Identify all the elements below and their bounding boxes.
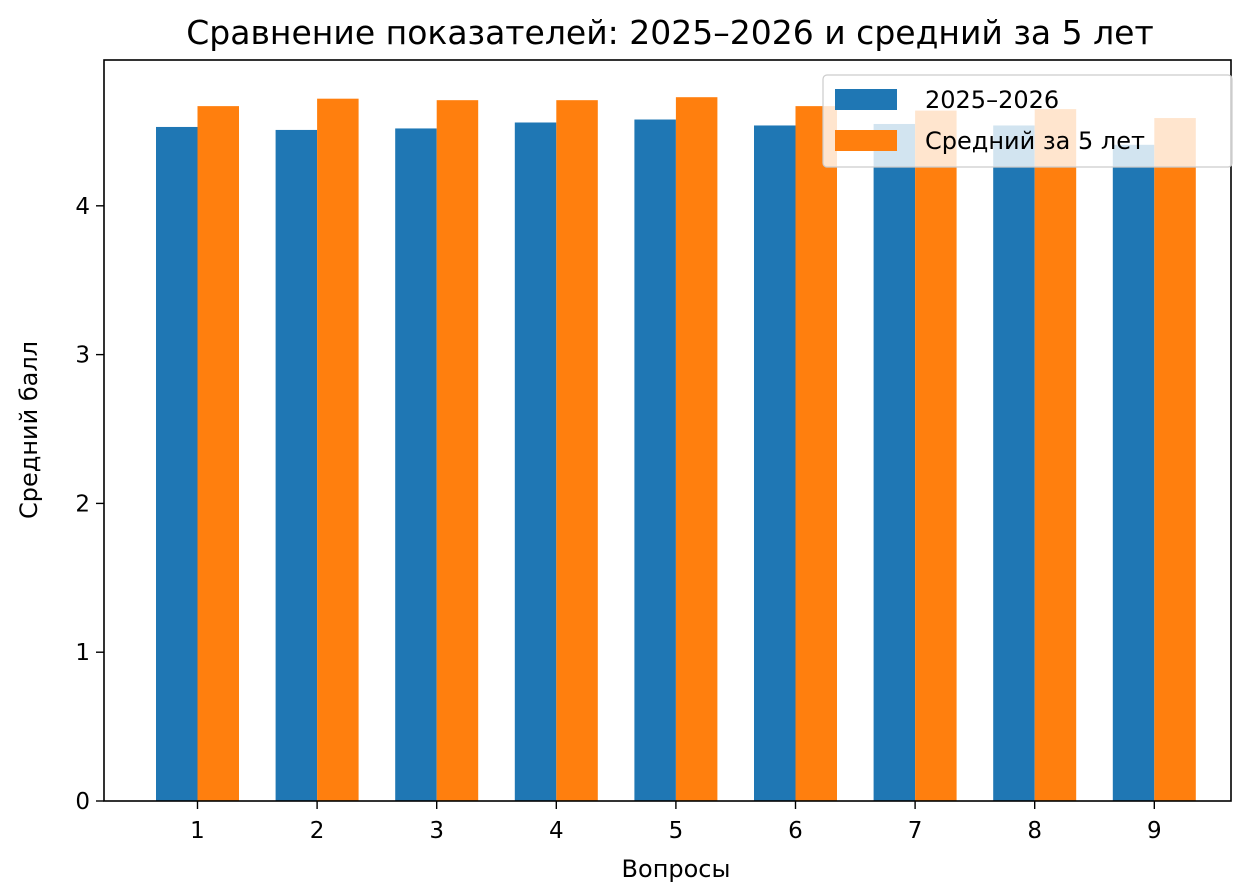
legend-label-2025-2026: 2025–2026 — [925, 86, 1059, 114]
bar-series-0-question-4 — [514, 122, 557, 802]
legend-box — [822, 74, 1233, 168]
x-tick-label: 9 — [1147, 818, 1162, 844]
y-tick-label: 3 — [75, 343, 90, 369]
bar-series-0-question-6 — [754, 125, 796, 802]
bar-series-1-question-1 — [197, 106, 239, 801]
bar-series-1-question-9 — [1154, 118, 1196, 801]
legend: 2025–2026 Средний за 5 лет — [822, 74, 1233, 168]
bar-series-1-question-8 — [1034, 109, 1077, 801]
plot-frame — [103, 59, 1232, 802]
axes-layer — [103, 59, 1232, 802]
x-tick-label: 3 — [429, 818, 444, 844]
x-tick-label: 1 — [190, 818, 205, 844]
bar-series-0-question-9 — [1112, 144, 1155, 802]
legend-swatch-2025-2026 — [835, 89, 897, 110]
bar-series-0-question-3 — [395, 128, 437, 801]
bar-series-0-question-5 — [634, 119, 676, 802]
y-tick-label: 4 — [75, 194, 90, 220]
y-tick-label: 0 — [75, 789, 90, 815]
bars-layer — [156, 97, 1196, 802]
chart-title: Сравнение показателей: 2025–2026 и средн… — [186, 13, 1153, 52]
bar-series-0-question-1 — [156, 126, 198, 802]
x-tick-label: 2 — [310, 818, 325, 844]
y-tick-label: 2 — [75, 491, 90, 517]
bar-series-1-question-2 — [317, 98, 359, 801]
legend-swatch-5-year-average — [835, 130, 897, 151]
bar-series-0-question-7 — [873, 123, 916, 801]
x-tick-label: 5 — [669, 818, 684, 844]
y-axis-label: Средний балл — [15, 341, 43, 519]
x-axis-label: Вопросы — [622, 855, 731, 883]
bar-series-0-question-8 — [993, 125, 1035, 802]
bar-series-0-question-2 — [275, 129, 318, 802]
x-tick-label: 4 — [549, 818, 564, 844]
y-tick-label: 1 — [75, 640, 90, 666]
ticks-layer: 0 1 2 3 4 1 2 3 4 5 6 7 8 9 — [75, 194, 1161, 844]
bar-series-1-question-7 — [915, 110, 957, 802]
legend-label-5-year-average: Средний за 5 лет — [925, 127, 1145, 155]
bar-series-1-question-5 — [675, 97, 718, 801]
bar-series-1-question-4 — [556, 100, 598, 802]
x-tick-label: 6 — [788, 818, 803, 844]
x-tick-label: 7 — [908, 818, 923, 844]
bar-series-1-question-3 — [436, 100, 479, 802]
bar-series-1-question-6 — [795, 106, 837, 801]
x-tick-label: 8 — [1027, 818, 1042, 844]
